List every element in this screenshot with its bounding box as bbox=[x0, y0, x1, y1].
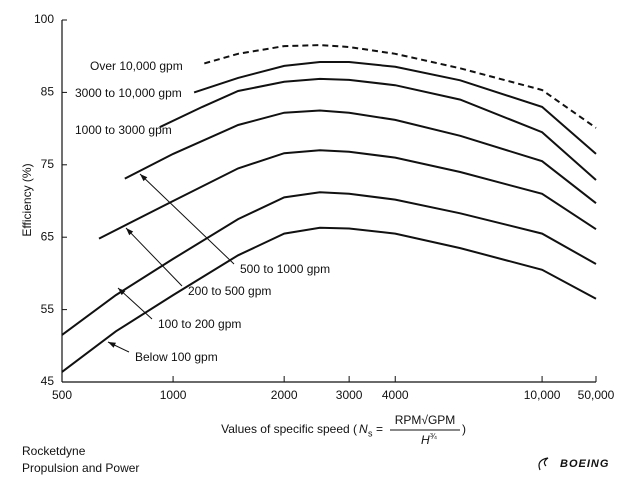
x-tick-label: 50,000 bbox=[578, 388, 615, 402]
x-tick-label: 500 bbox=[52, 388, 72, 402]
formula-close: ) bbox=[462, 422, 466, 436]
label-arrow bbox=[125, 227, 183, 287]
x-tick-label: 4000 bbox=[382, 388, 409, 402]
x-tick-label: 2000 bbox=[271, 388, 298, 402]
x-tick-label: 1000 bbox=[160, 388, 187, 402]
arrow-head bbox=[108, 342, 116, 348]
arrow-head bbox=[118, 288, 126, 296]
label-arrow bbox=[117, 287, 153, 320]
series-label: 500 to 1000 gpm bbox=[240, 262, 330, 276]
curve bbox=[204, 44, 597, 129]
x-tick-label: 3000 bbox=[336, 388, 363, 402]
curve bbox=[159, 77, 597, 181]
formula-denominator: H bbox=[421, 433, 430, 447]
source-line: Rocketdyne bbox=[22, 444, 86, 458]
arrow-head bbox=[126, 228, 134, 236]
label-arrow bbox=[139, 173, 235, 265]
y-tick-label: 65 bbox=[41, 229, 55, 243]
curve bbox=[98, 149, 597, 240]
y-tick-label: 45 bbox=[41, 374, 55, 388]
logo-mark bbox=[538, 457, 549, 471]
y-tick-label: 85 bbox=[41, 85, 55, 99]
source-line: Propulsion and Power bbox=[22, 461, 139, 475]
formula-sub: s bbox=[368, 428, 373, 438]
curve bbox=[193, 61, 597, 155]
formula-exponent: ¾ bbox=[430, 432, 437, 441]
series-label: Over 10,000 gpm bbox=[90, 59, 183, 73]
series-label: 1000 to 3000 gpm bbox=[75, 123, 172, 137]
y-tick-label: 75 bbox=[41, 157, 55, 171]
arrow-head bbox=[140, 174, 148, 182]
y-axis-title: Efficiency (%) bbox=[20, 163, 34, 236]
series-label: Below 100 gpm bbox=[135, 350, 218, 364]
formula-symbol: N bbox=[359, 422, 368, 436]
formula-eq: = bbox=[376, 422, 383, 436]
curve bbox=[61, 191, 597, 336]
y-tick-label: 55 bbox=[41, 302, 55, 316]
series-label: 3000 to 10,000 gpm bbox=[75, 86, 182, 100]
curve bbox=[124, 109, 597, 204]
series-label: 100 to 200 gpm bbox=[158, 317, 241, 331]
series-label: 200 to 500 gpm bbox=[188, 284, 271, 298]
y-tick-label: 100 bbox=[34, 12, 54, 26]
curve bbox=[61, 226, 597, 373]
x-axis-title: Values of specific speed ( bbox=[221, 422, 357, 436]
x-tick-label: 10,000 bbox=[524, 388, 561, 402]
formula-numerator: RPM√GPM bbox=[395, 413, 456, 427]
logo: BOEING bbox=[560, 458, 609, 470]
